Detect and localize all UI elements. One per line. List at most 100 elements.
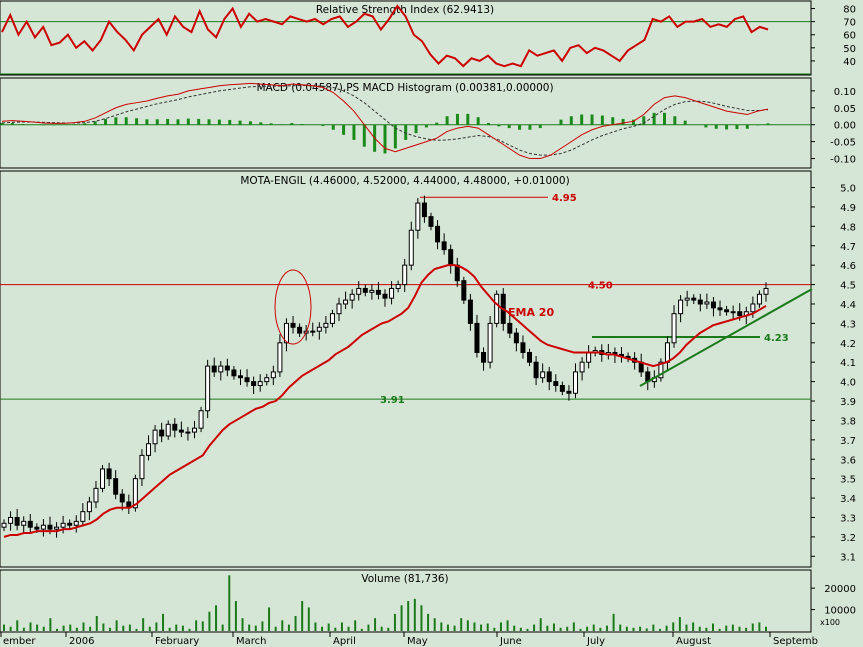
price-candle-up <box>185 431 191 434</box>
price-candle-down <box>717 307 723 311</box>
price-candle-up <box>402 264 408 286</box>
price-candle-down <box>67 522 73 526</box>
price-candle-down <box>520 342 526 354</box>
price-candle-down <box>697 299 703 305</box>
macd-tick-label: -0.05 <box>830 138 856 149</box>
time-axis-label: July <box>586 636 605 647</box>
rsi-tick-label: 60 <box>843 31 856 42</box>
price-candle-up <box>1 522 7 528</box>
price-candle-up <box>671 313 677 344</box>
price-tick-label: 4.9 <box>840 203 856 214</box>
price-candle-down <box>737 311 743 317</box>
price-candle-down <box>691 297 697 301</box>
price-candle-up <box>415 202 421 231</box>
price-tick-label: 3.2 <box>840 533 856 544</box>
price-candle-down <box>546 371 552 383</box>
price-candle-up <box>336 303 342 315</box>
price-candle-up <box>369 289 375 293</box>
price-candle-up <box>264 377 270 383</box>
rsi-tick-label: 70 <box>843 18 856 29</box>
ema-20-line <box>3 264 767 538</box>
macd-tick-label: 0.10 <box>834 87 856 98</box>
price-candle-up <box>205 365 211 412</box>
price-candle-up <box>283 322 289 344</box>
price-tick-label: 3.4 <box>840 494 856 505</box>
price-candle-up <box>349 293 355 301</box>
volume-unit-label: x100 <box>820 618 840 627</box>
price-candle-down <box>481 352 487 363</box>
price-candle-up <box>198 410 204 429</box>
price-candle-down <box>172 423 178 431</box>
price-candle-up <box>730 311 736 314</box>
macd-tick-label: 0.00 <box>834 121 856 132</box>
price-tick-label: 4.8 <box>840 222 856 233</box>
uptrend-line <box>639 288 813 387</box>
price-candle-down <box>527 352 533 363</box>
macd-line <box>1 82 769 160</box>
rsi-tick-label: 40 <box>843 57 856 68</box>
price-tick-label: 3.6 <box>840 455 856 466</box>
price-candle-down <box>224 365 230 371</box>
rsi-title: Relative Strength Index (62.9413) <box>316 4 494 16</box>
price-candle-up <box>704 301 710 305</box>
price-candle-up <box>310 330 316 333</box>
price-candle-down <box>448 249 454 266</box>
price-candle-up <box>139 454 145 480</box>
price-candle-down <box>467 299 473 324</box>
price-candle-up <box>586 352 592 363</box>
price-candle-up <box>93 487 99 503</box>
price-candle-up <box>270 371 276 379</box>
volume-tick-label: 20000 <box>824 584 856 595</box>
price-candle-down <box>178 429 184 433</box>
price-candle-up <box>408 229 414 266</box>
rsi-panel: 40 50 60 70 80 <box>0 4 856 75</box>
price-candle-up <box>218 365 224 373</box>
price-panel-frame <box>0 170 812 568</box>
time-axis-label: March <box>236 636 266 647</box>
price-candle-up <box>756 293 762 305</box>
price-candle-up <box>60 522 66 528</box>
macd-tick-label: 0.05 <box>834 104 856 115</box>
time-axis-label: August <box>676 636 711 647</box>
volume-panel: 10000 20000 <box>3 575 856 631</box>
price-candle-down <box>724 309 730 313</box>
price-candle-down <box>474 322 480 354</box>
price-candle-up <box>54 526 60 530</box>
price-candle-down <box>14 516 20 526</box>
price-candle-up <box>8 516 14 524</box>
price-tick-label: 3.3 <box>840 513 856 524</box>
price-candle-up <box>40 524 46 530</box>
price-tick-label: 4.0 <box>840 378 856 389</box>
price-candle-up <box>664 342 670 363</box>
price-candle-up <box>395 284 401 289</box>
price-candle-up <box>487 322 493 363</box>
price-candle-down <box>428 216 434 227</box>
price-candle-down <box>375 289 381 295</box>
price-candle-up <box>658 361 664 379</box>
price-candle-down <box>566 390 572 394</box>
price-candle-up <box>494 293 500 324</box>
price-candle-down <box>454 264 460 282</box>
volume-title: Volume (81,736) <box>361 573 448 585</box>
time-axis-label: April <box>333 636 356 647</box>
price-tick-label: 4.4 <box>840 300 856 311</box>
price-candle-up <box>540 371 546 379</box>
time-axis: ember 2006 February March April May June July Au… <box>0 632 818 647</box>
price-candle-down <box>159 429 165 437</box>
price-candle-down <box>34 526 40 530</box>
price-candle-down <box>441 241 447 251</box>
time-axis-label: May <box>407 636 428 647</box>
price-candle-up <box>80 511 86 522</box>
price-tick-label: 4.2 <box>840 339 856 350</box>
volume-tick-label: 10000 <box>824 606 856 617</box>
ema-label: EMA 20 <box>508 306 554 319</box>
price-tick-label: 4.3 <box>840 319 856 330</box>
price-candle-up <box>356 287 362 295</box>
price-candle-up <box>73 520 79 526</box>
price-candle-up <box>316 326 322 332</box>
price-candle-up <box>323 322 329 328</box>
price-level-label: 4.95 <box>552 193 577 204</box>
price-tick-label: 3.1 <box>840 552 856 563</box>
price-level-label: 4.23 <box>764 333 789 344</box>
price-tick-label: 4.1 <box>840 358 856 369</box>
